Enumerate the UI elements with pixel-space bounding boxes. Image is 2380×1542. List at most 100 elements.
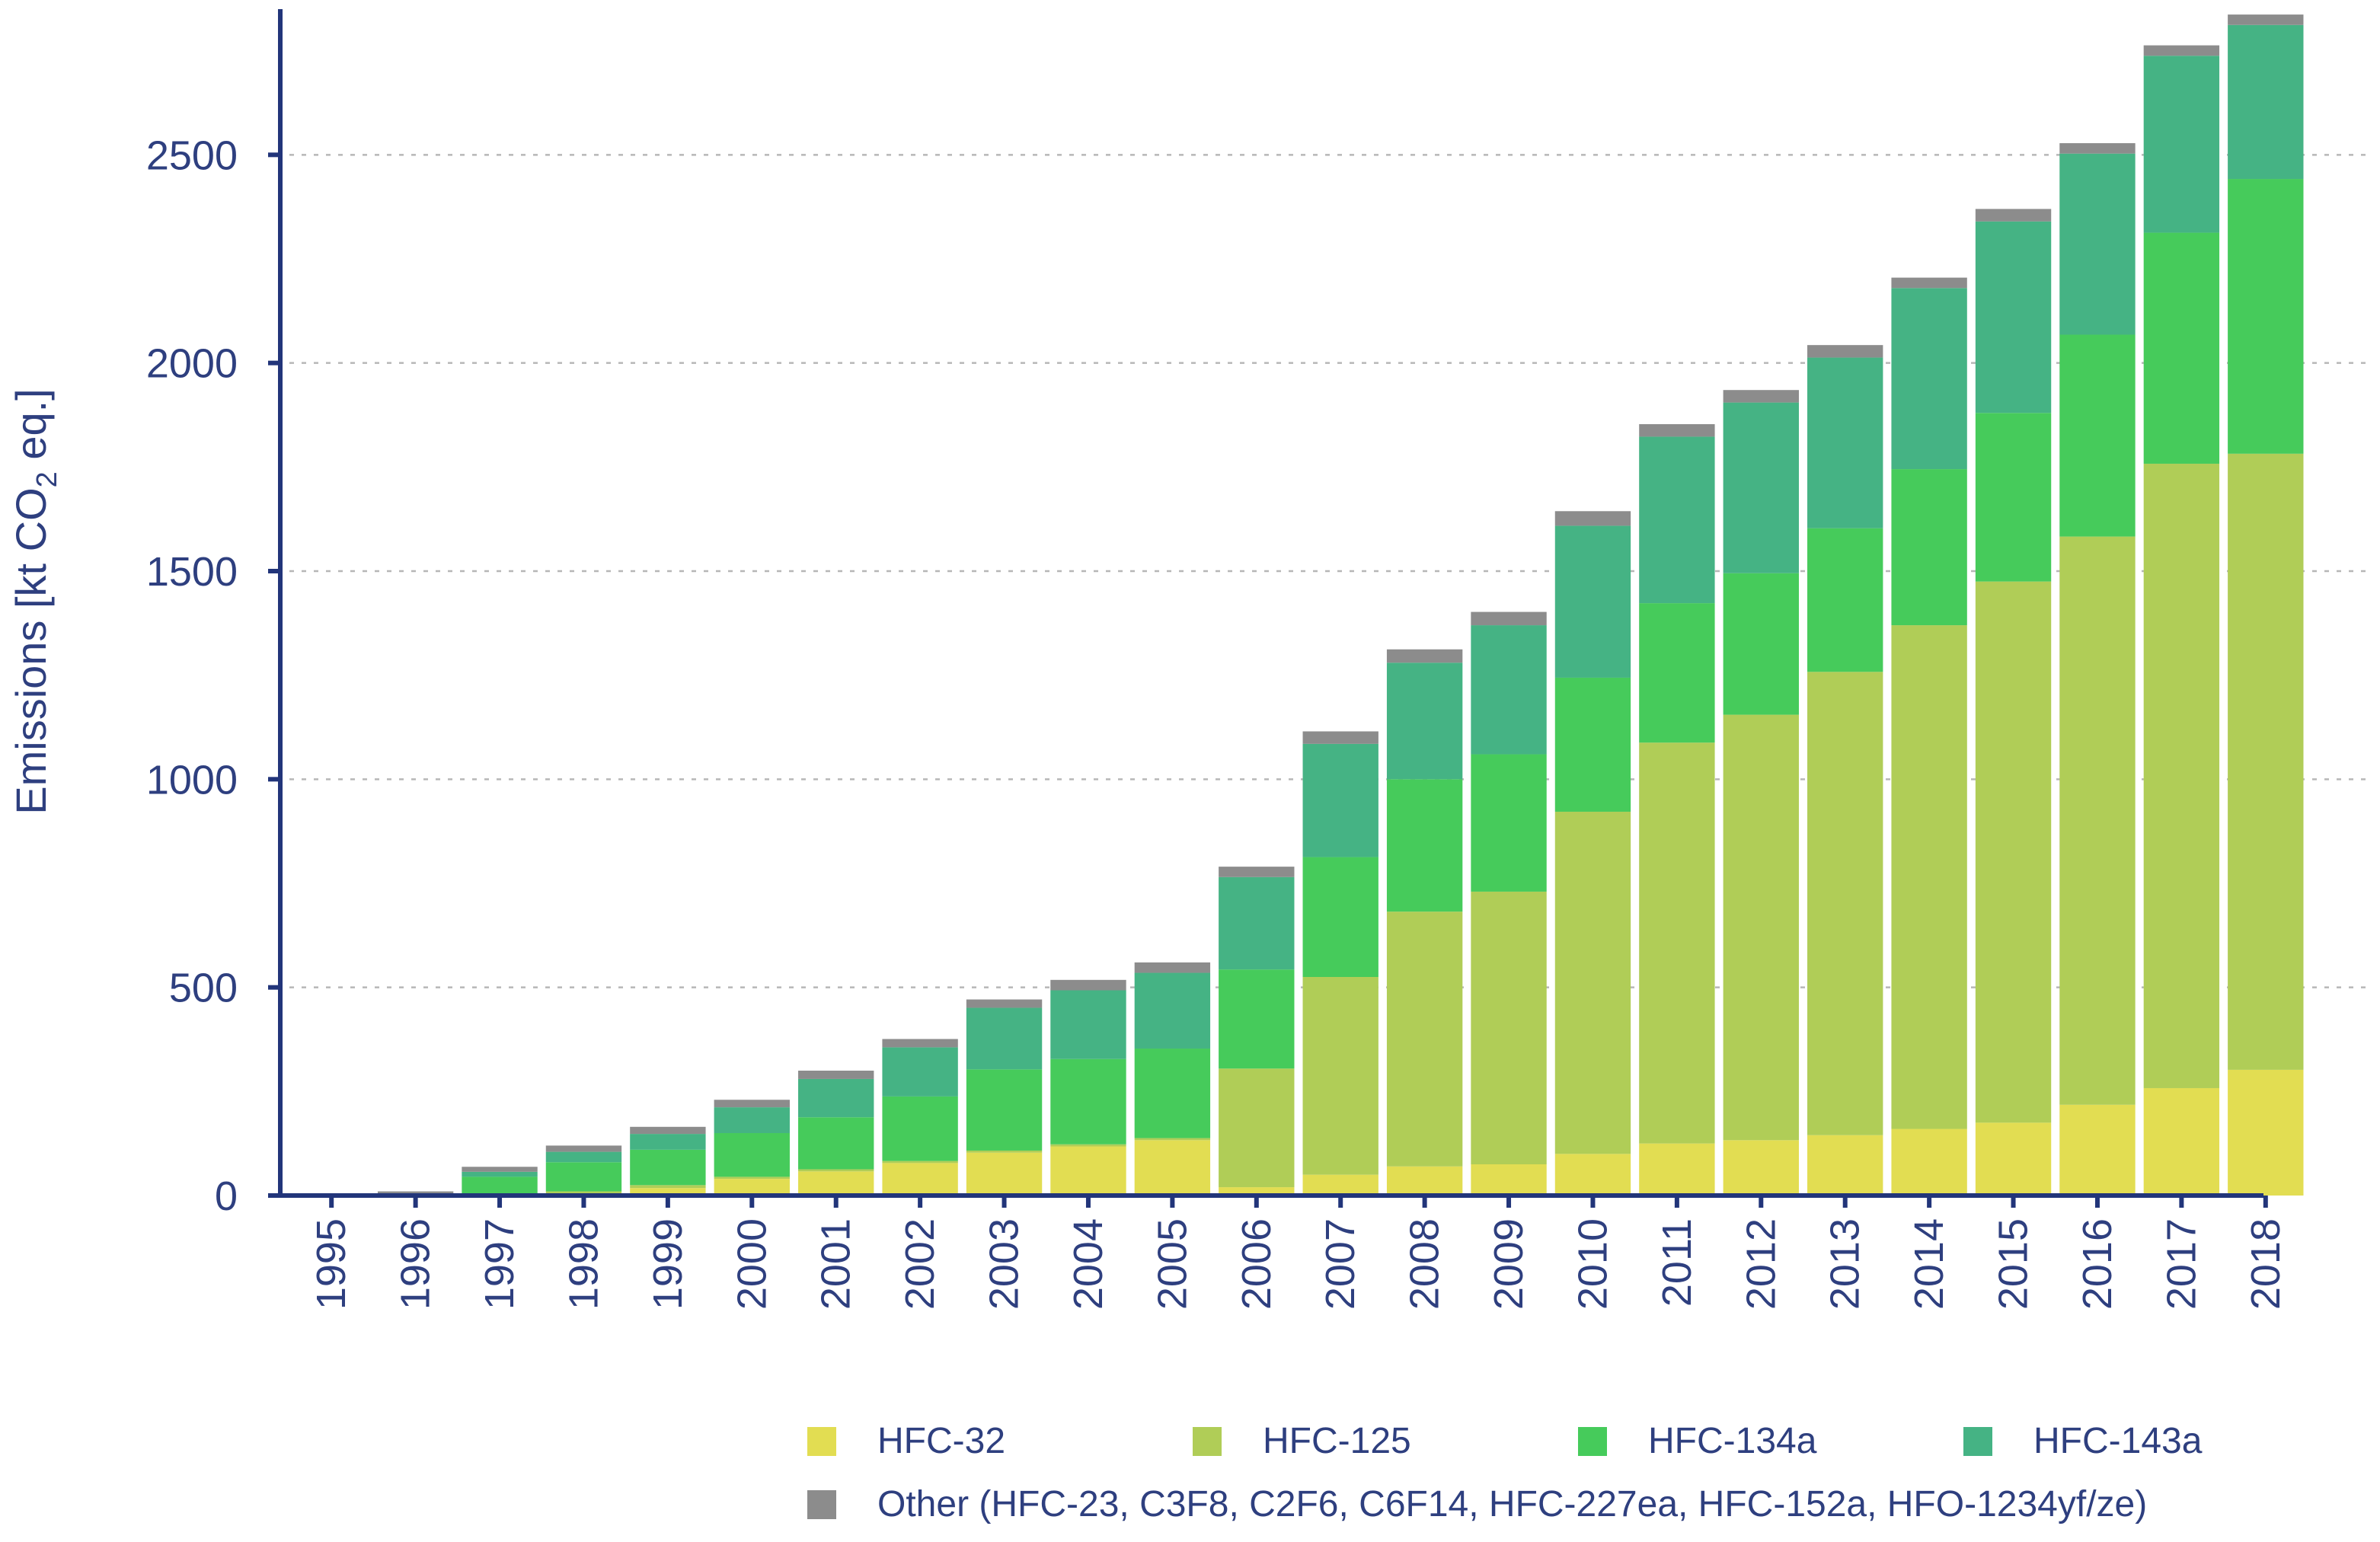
legend-label: HFC-134a: [1648, 1421, 1817, 1461]
bar-segment-other-2014: [1891, 277, 1967, 289]
bar-segment-hfc-32-1999: [630, 1188, 706, 1196]
bar-segment-hfc-134a-1999: [630, 1149, 706, 1186]
x-tick-label: 2007: [1318, 1218, 1363, 1310]
bar-segment-hfc-125-2003: [966, 1150, 1043, 1153]
bar-segment-hfc-125-2009: [1471, 891, 1547, 1164]
bar-segment-hfc-143a-2007: [1302, 743, 1378, 857]
bar-segment-hfc-32-2014: [1891, 1129, 1967, 1196]
bar-segment-hfc-32-2003: [966, 1152, 1043, 1196]
bar-segment-other-1999: [630, 1126, 706, 1135]
bar-segment-hfc-125-2017: [2143, 463, 2220, 1088]
bar-segment-hfc-134a-2003: [966, 1069, 1043, 1151]
bar-segment-hfc-134a-1997: [462, 1176, 538, 1196]
x-tick-label: 1996: [393, 1218, 439, 1310]
legend-label: Other (HFC-23, C3F8, C2F6, C6F14, HFC-22…: [877, 1484, 2147, 1524]
bar-segment-other-2008: [1386, 649, 1463, 663]
bar-segment-hfc-143a-2017: [2143, 56, 2220, 233]
x-tick-label: 2012: [1738, 1218, 1784, 1310]
bar-segment-hfc-125-2000: [714, 1176, 790, 1180]
bar-segment-hfc-134a-2014: [1891, 469, 1967, 626]
bar-segment-hfc-32-2001: [798, 1171, 874, 1196]
bar-segment-hfc-143a-2001: [798, 1078, 874, 1118]
bar-segment-hfc-125-2015: [1975, 581, 2052, 1123]
x-tick-label: 2016: [2075, 1218, 2120, 1310]
bar-segment-other-2003: [966, 999, 1043, 1008]
bar-segment-hfc-143a-2013: [1807, 357, 1883, 528]
bar-segment-hfc-125-2010: [1554, 811, 1631, 1154]
bar-segment-hfc-134a-2000: [714, 1133, 790, 1177]
bar-segment-hfc-125-2018: [2228, 453, 2304, 1070]
x-tick-label: 2008: [1402, 1218, 1448, 1310]
bar-segment-hfc-32-2010: [1554, 1154, 1631, 1196]
bar-segment-hfc-134a-2010: [1554, 677, 1631, 812]
bar-segment-hfc-32-2016: [2059, 1104, 2136, 1196]
bar-segment-hfc-32-2011: [1639, 1143, 1715, 1196]
bar-segment-hfc-32-2007: [1302, 1174, 1378, 1196]
bar-segment-hfc-125-1999: [630, 1185, 706, 1189]
bar-segment-other-2015: [1975, 209, 2052, 222]
bar-segment-other-2001: [798, 1071, 874, 1079]
legend-swatch: [1193, 1427, 1222, 1456]
bar-segment-hfc-143a-2002: [882, 1047, 958, 1097]
x-tick-label: 2015: [1991, 1218, 2037, 1310]
bar-segment-hfc-143a-2009: [1471, 625, 1547, 755]
bar-segment-hfc-134a-2012: [1723, 573, 1799, 715]
x-tick-label: 1997: [477, 1218, 522, 1310]
legend-swatch: [1578, 1427, 1607, 1456]
x-tick-label: 2002: [897, 1218, 943, 1310]
bar-segment-hfc-125-2008: [1386, 911, 1463, 1167]
y-tick-label: 1500: [146, 549, 238, 595]
bar-segment-hfc-134a-2009: [1471, 754, 1547, 892]
x-tick-label: 2005: [1149, 1218, 1195, 1310]
x-tick-label: 1995: [308, 1218, 354, 1310]
bar-segment-hfc-125-2012: [1723, 714, 1799, 1141]
bar-segment-hfc-32-2005: [1134, 1140, 1211, 1196]
bar-segment-other-2004: [1050, 979, 1126, 991]
x-tick-labels: 1995 1996 1997 1998 1999 2000 2001 2002 2003 2004…: [308, 1196, 2289, 1310]
bar-segment-hfc-125-2016: [2059, 536, 2136, 1105]
bar-segment-hfc-134a-2016: [2059, 334, 2136, 537]
legend-swatch: [807, 1490, 836, 1519]
x-tick-label: 2001: [813, 1218, 859, 1310]
bar-segment-hfc-143a-2000: [714, 1107, 790, 1133]
y-axis-title-main: Emissions [kt CO: [7, 487, 55, 814]
bar-segment-hfc-32-2015: [1975, 1122, 2052, 1196]
y-tick-label: 2000: [146, 341, 238, 387]
x-tick-label: 1999: [645, 1218, 691, 1310]
bar-segment-hfc-125-2001: [798, 1169, 874, 1172]
bar-segment-hfc-134a-2011: [1639, 603, 1715, 743]
x-tick-label: 2003: [982, 1218, 1027, 1310]
bar-segment-hfc-143a-1998: [545, 1151, 622, 1163]
bar-segment-hfc-125-2013: [1807, 672, 1883, 1135]
bar-segment-other-2000: [714, 1100, 790, 1108]
bar-segment-hfc-134a-2001: [798, 1117, 874, 1170]
bar-segment-hfc-134a-2004: [1050, 1058, 1126, 1145]
bar-segment-hfc-125-2014: [1891, 625, 1967, 1129]
y-axis-title-subscript: 2: [31, 471, 63, 487]
legend: HFC-32 HFC-125 HFC-134a HFC-143a Other (HFC-…: [807, 1421, 2203, 1524]
legend-label: HFC-125: [1263, 1421, 1411, 1461]
y-axis-title: Emissions [kt CO2 eq.]: [7, 388, 63, 815]
bar-segment-hfc-32-2009: [1471, 1164, 1547, 1196]
y-axis-title-unit: eq.]: [7, 388, 55, 471]
bar-segment-hfc-32-2012: [1723, 1140, 1799, 1196]
bar-segment-hfc-134a-2005: [1134, 1049, 1211, 1138]
bar-segment-other-2013: [1807, 345, 1883, 358]
bar-segment-hfc-32-2004: [1050, 1146, 1126, 1196]
x-tick-label: 2006: [1234, 1218, 1279, 1310]
x-tick-label: 2014: [1906, 1218, 1952, 1310]
bar-segment-other-1998: [545, 1145, 622, 1152]
bar-segment-other-1997: [462, 1167, 538, 1172]
bar-segment-hfc-134a-1998: [545, 1162, 622, 1192]
x-tick-label: 2017: [2158, 1218, 2204, 1310]
y-tick-labels: 0 500 1000 1500 2000 2500: [146, 132, 280, 1219]
bar-segment-hfc-125-2004: [1050, 1144, 1126, 1147]
bar-segment-hfc-134a-2002: [882, 1096, 958, 1161]
bar-segment-hfc-134a-2006: [1219, 969, 1295, 1069]
bar-segment-hfc-143a-2018: [2228, 24, 2304, 180]
bar-segment-hfc-125-2007: [1302, 977, 1378, 1175]
x-tick-label: 1998: [561, 1218, 606, 1310]
x-tick-label: 2013: [1823, 1218, 1868, 1310]
bar-segment-hfc-32-2002: [882, 1163, 958, 1196]
